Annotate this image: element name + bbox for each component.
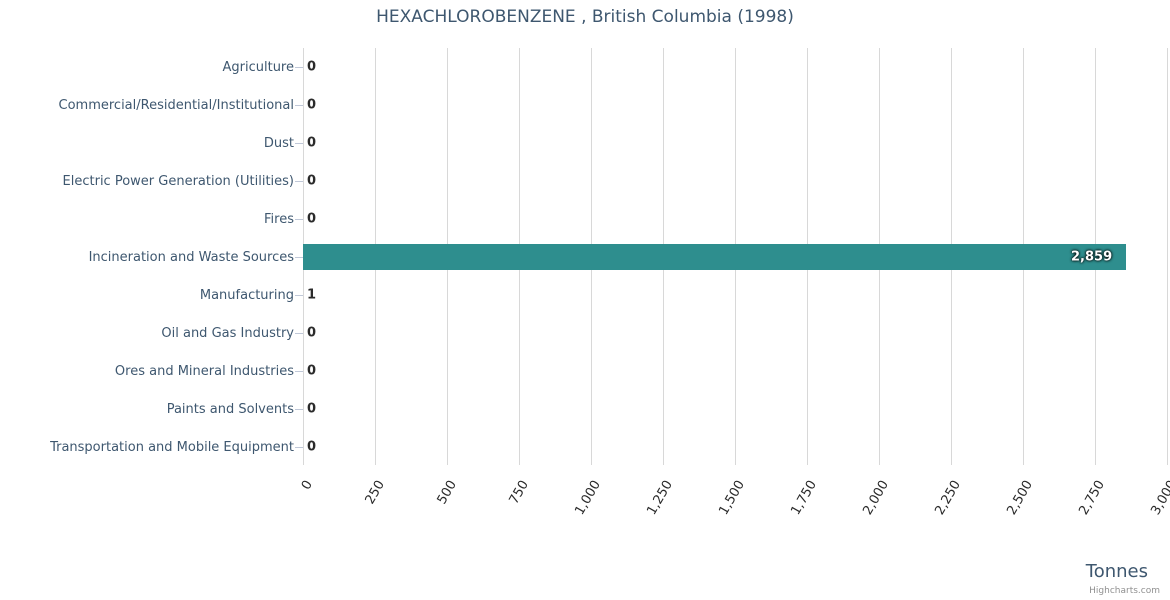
bar-data-label: 0 bbox=[307, 325, 317, 341]
category-axis-label-row: Commercial/Residential/Institutional bbox=[0, 86, 303, 124]
bar-row: 0 bbox=[303, 86, 1170, 124]
bar-data-label: 0 bbox=[307, 135, 317, 151]
bar-data-label: 0 bbox=[307, 173, 317, 189]
highcharts-credits: Highcharts.com bbox=[1089, 586, 1160, 596]
category-label: Paints and Solvents bbox=[166, 401, 294, 417]
x-axis-tick-label: 1,750 bbox=[788, 478, 820, 518]
x-axis-tick-label: 750 bbox=[506, 478, 532, 508]
bar-data-label: 0 bbox=[307, 439, 317, 455]
category-axis-label-row: Oil and Gas Industry bbox=[0, 314, 303, 352]
category-axis-label-row: Dust bbox=[0, 124, 303, 162]
category-label: Transportation and Mobile Equipment bbox=[50, 439, 294, 455]
category-label: Ores and Mineral Industries bbox=[114, 363, 294, 379]
category-axis-label-row: Transportation and Mobile Equipment bbox=[0, 428, 303, 466]
category-tick-mark bbox=[295, 105, 303, 106]
x-axis-title: Tonnes bbox=[1085, 561, 1148, 582]
category-tick-mark bbox=[295, 181, 303, 182]
category-axis-label-row: Electric Power Generation (Utilities) bbox=[0, 162, 303, 200]
category-label: Fires bbox=[264, 211, 294, 227]
category-tick-mark bbox=[295, 219, 303, 220]
gridline bbox=[1167, 48, 1168, 465]
x-axis-tick-label: 1,500 bbox=[716, 478, 748, 518]
category-tick-mark bbox=[295, 371, 303, 372]
category-axis-label-row: Paints and Solvents bbox=[0, 390, 303, 428]
bar-row: 0 bbox=[303, 200, 1170, 238]
category-axis-label-row: Ores and Mineral Industries bbox=[0, 352, 303, 390]
category-label: Oil and Gas Industry bbox=[161, 325, 294, 341]
category-label: Incineration and Waste Sources bbox=[88, 249, 294, 265]
category-tick-mark bbox=[295, 257, 303, 258]
bar-row: 0 bbox=[303, 124, 1170, 162]
bar-data-label: 0 bbox=[307, 59, 317, 75]
bar-data-label: 0 bbox=[307, 363, 317, 379]
category-label: Agriculture bbox=[222, 59, 295, 75]
bar-data-label: 0 bbox=[307, 211, 317, 227]
category-tick-mark bbox=[295, 67, 303, 68]
bar-data-label: 0 bbox=[307, 401, 317, 417]
category-tick-mark bbox=[295, 409, 303, 410]
category-label: Electric Power Generation (Utilities) bbox=[62, 173, 294, 189]
x-axis-tick-label: 1,000 bbox=[572, 478, 604, 518]
category-tick-mark bbox=[295, 143, 303, 144]
category-label: Commercial/Residential/Institutional bbox=[58, 97, 295, 113]
bar-data-label: 1 bbox=[307, 287, 317, 303]
chart-title: HEXACHLOROBENZENE , British Columbia (19… bbox=[376, 7, 794, 27]
category-axis-label-row: Incineration and Waste Sources bbox=[0, 238, 303, 276]
bar-row: 0 bbox=[303, 162, 1170, 200]
bar-row: 2,859 bbox=[303, 238, 1170, 276]
category-tick-mark bbox=[295, 447, 303, 448]
category-axis-label-row: Agriculture bbox=[0, 48, 303, 86]
x-axis-tick-label: 2,000 bbox=[860, 478, 892, 518]
bar-data-label: 2,859 bbox=[1071, 249, 1113, 265]
category-axis-label-row: Manufacturing bbox=[0, 276, 303, 314]
bar-row: 0 bbox=[303, 314, 1170, 352]
x-axis-tick-label: 250 bbox=[362, 478, 388, 508]
category-label: Manufacturing bbox=[199, 287, 294, 303]
bar[interactable] bbox=[303, 244, 1126, 270]
bar-row: 0 bbox=[303, 48, 1170, 86]
x-axis-tick-label: 1,250 bbox=[644, 478, 676, 518]
category-tick-mark bbox=[295, 295, 303, 296]
bar-row: 0 bbox=[303, 428, 1170, 466]
category-axis-label-row: Fires bbox=[0, 200, 303, 238]
x-axis-tick-label: 2,500 bbox=[1004, 478, 1036, 518]
bar-row: 0 bbox=[303, 390, 1170, 428]
x-axis-tick-label: 2,250 bbox=[932, 478, 964, 518]
category-tick-mark bbox=[295, 333, 303, 334]
category-label: Dust bbox=[263, 135, 294, 151]
x-axis-tick-label: 0 bbox=[298, 478, 316, 493]
bar-data-label: 0 bbox=[307, 97, 317, 113]
x-axis-tick-label: 500 bbox=[434, 478, 460, 508]
bar-row: 0 bbox=[303, 352, 1170, 390]
bar-row: 1 bbox=[303, 276, 1170, 314]
